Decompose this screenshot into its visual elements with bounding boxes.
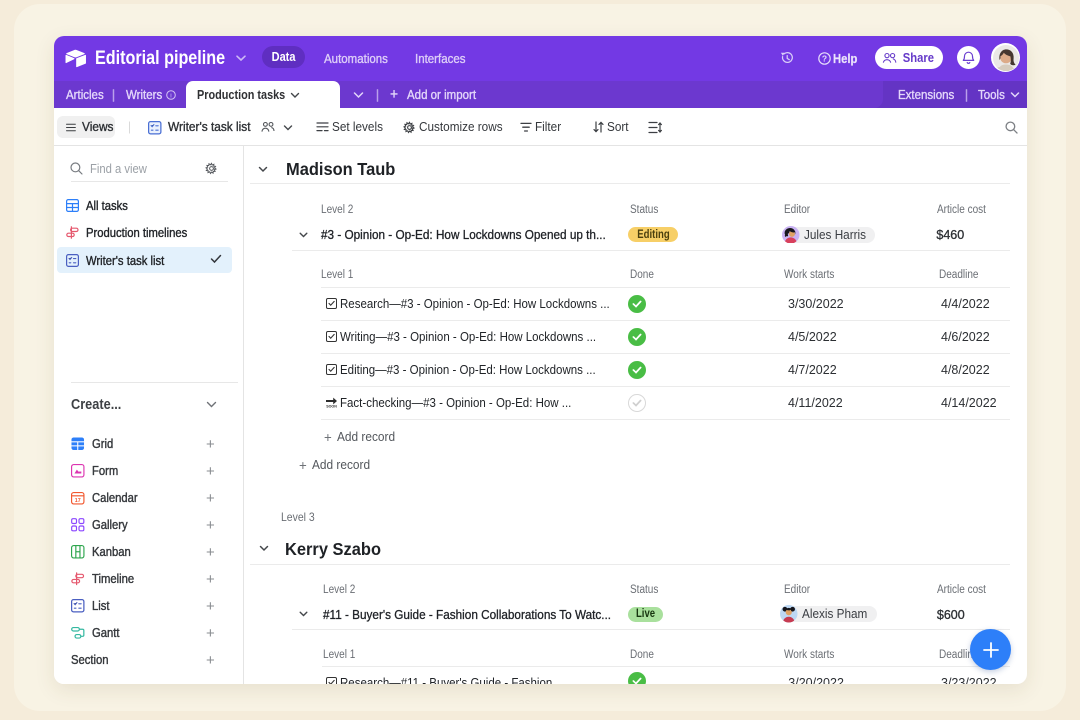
svg-text:17: 17 <box>75 498 81 504</box>
svg-text:i: i <box>170 92 171 99</box>
svg-text:SOON: SOON <box>326 405 337 408</box>
svg-text:?: ? <box>822 53 827 63</box>
